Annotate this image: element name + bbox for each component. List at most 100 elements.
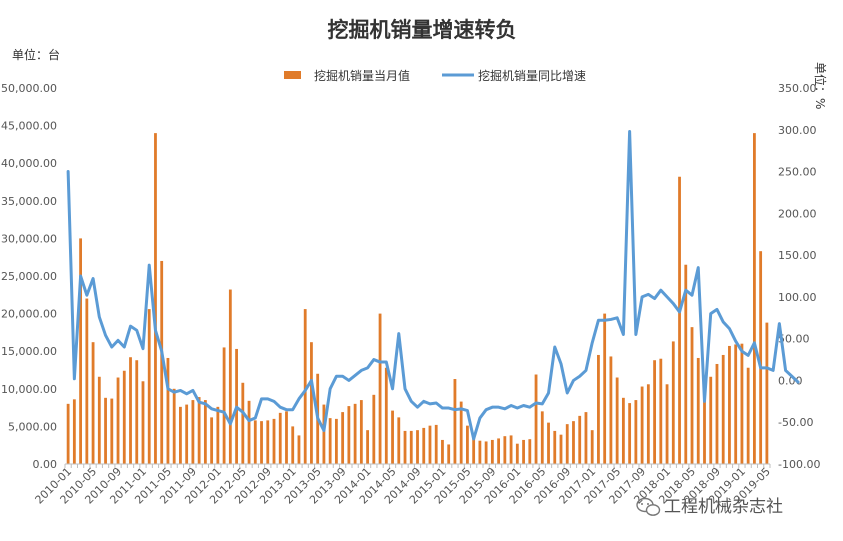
line-point <box>204 403 206 405</box>
bar <box>147 309 151 464</box>
bar <box>453 379 457 464</box>
bar <box>216 406 220 464</box>
bar <box>703 380 706 464</box>
bar <box>634 400 638 464</box>
bar <box>690 327 694 464</box>
right-tick-label: 250.00 <box>778 166 817 179</box>
line-point <box>342 375 344 377</box>
bar <box>347 406 351 464</box>
bar <box>372 394 376 464</box>
line-point <box>460 408 462 410</box>
line-point <box>385 361 387 363</box>
bar-series <box>66 133 769 465</box>
bar <box>266 420 270 464</box>
line-point <box>310 379 313 382</box>
line-point <box>691 294 693 296</box>
line-point <box>186 393 188 395</box>
line-point <box>778 323 780 325</box>
line-point <box>317 417 319 419</box>
line-point <box>647 293 649 295</box>
bar <box>310 342 313 464</box>
line-point <box>123 346 125 348</box>
line-point <box>429 403 431 405</box>
line-point <box>560 363 562 365</box>
line-point <box>285 409 288 411</box>
bar <box>590 430 594 464</box>
line-point <box>566 392 568 394</box>
line-point <box>466 409 469 412</box>
right-unit-label: 单位：% <box>813 62 828 109</box>
right-tick-label: 100.00 <box>778 291 817 304</box>
line-point <box>98 316 100 318</box>
wechat-icon <box>636 497 661 516</box>
line-point <box>323 429 325 432</box>
bar <box>359 400 363 464</box>
bar <box>484 441 488 464</box>
line-point <box>772 369 774 372</box>
legend-line-label: 挖掘机销量同比增速 <box>478 68 586 83</box>
line-point <box>104 334 107 336</box>
bar <box>472 434 476 464</box>
line-point <box>766 367 768 369</box>
bar <box>203 400 207 464</box>
line-point <box>541 403 543 405</box>
bar <box>565 424 569 464</box>
line-point <box>198 401 200 403</box>
bar <box>578 415 582 464</box>
line-point <box>554 346 556 348</box>
bar <box>154 133 157 464</box>
bar <box>572 421 575 464</box>
line-point <box>629 130 631 133</box>
line-point <box>154 329 157 331</box>
bar <box>409 430 413 464</box>
line-point <box>653 297 656 300</box>
bar <box>253 420 257 464</box>
legend-bar-swatch <box>284 71 301 79</box>
bar <box>734 344 738 464</box>
line-point <box>117 339 119 341</box>
line-point <box>703 400 706 402</box>
line-point <box>242 411 244 413</box>
left-tick-label: 35,000.00 <box>1 195 57 208</box>
line-point <box>785 369 787 372</box>
bar <box>328 418 332 464</box>
bar <box>466 425 469 464</box>
line-point <box>441 407 444 409</box>
bar <box>709 376 713 464</box>
bar <box>441 439 444 464</box>
line-point <box>610 318 612 321</box>
growth-line <box>66 129 800 441</box>
line-point <box>660 289 662 291</box>
bar <box>740 343 744 464</box>
line-point <box>360 369 362 372</box>
line-point <box>173 391 175 393</box>
right-tick-label: 0.00 <box>778 374 803 387</box>
bar <box>721 354 725 464</box>
line-point <box>635 333 637 336</box>
bar <box>197 397 201 464</box>
left-tick-label: 45,000.00 <box>1 120 57 133</box>
line-point <box>585 369 587 372</box>
bar <box>609 356 613 464</box>
bar <box>85 298 89 464</box>
line-point <box>473 438 475 440</box>
bar <box>653 360 656 464</box>
line-point <box>179 389 182 392</box>
bar <box>278 412 282 464</box>
line-point <box>572 379 575 382</box>
line-point <box>354 374 356 377</box>
line-point <box>591 342 593 344</box>
right-tick-label: 350.00 <box>778 82 817 95</box>
line-point <box>136 329 138 331</box>
line-point <box>722 321 724 323</box>
left-tick-label: 50,000.00 <box>1 82 57 95</box>
line-point <box>716 308 718 311</box>
bar <box>297 435 301 464</box>
line-point <box>304 389 306 392</box>
line-point <box>522 404 525 407</box>
bar <box>260 421 263 464</box>
line-point <box>267 398 269 400</box>
bar <box>684 264 688 464</box>
bar <box>116 377 120 464</box>
left-tick-label: 10,000.00 <box>1 383 57 396</box>
